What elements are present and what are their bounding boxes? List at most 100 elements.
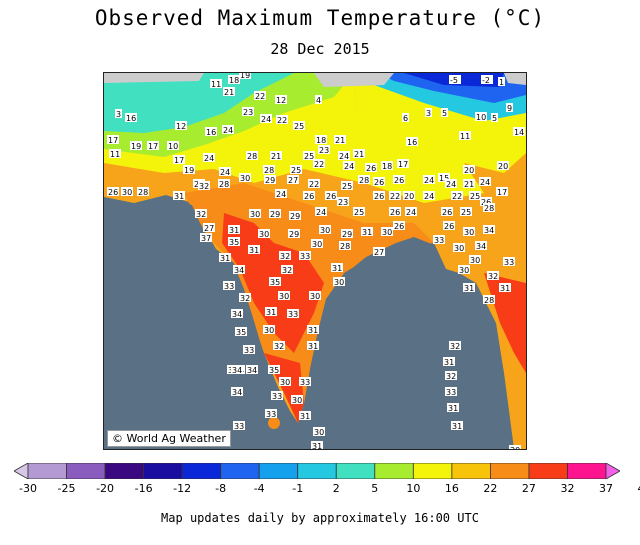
scale-segment <box>181 463 222 479</box>
station-temperature: 5 <box>492 114 497 123</box>
station-label-bg <box>361 227 373 236</box>
station-label-bg <box>218 179 230 188</box>
station-temperature: 30 <box>459 266 469 275</box>
map-title: Observed Maximum Temperature (°C) <box>94 6 546 30</box>
station-temperature: 33 <box>300 378 310 387</box>
station-label-bg <box>506 103 513 112</box>
station-temperature: 23 <box>338 198 348 207</box>
station-label-bg <box>219 253 231 262</box>
station-temperature: 30 <box>240 174 250 183</box>
station-label-bg <box>381 227 393 236</box>
station-label-bg <box>406 137 418 146</box>
scale-segment <box>66 463 106 479</box>
map-date: 28 Dec 2015 <box>270 40 370 58</box>
station-label-bg <box>405 207 417 216</box>
station-temperature: 3 <box>116 110 121 119</box>
station-temperature: 28 <box>340 242 350 251</box>
station-temperature: 31 <box>174 192 184 201</box>
station-temperature: 19 <box>240 73 250 80</box>
scale-segment <box>335 463 376 479</box>
station-temperature: 24 <box>406 208 416 217</box>
station-label-bg <box>263 325 275 334</box>
station-label-bg <box>287 175 299 184</box>
station-temperature: 22 <box>314 160 324 169</box>
station-temperature: 17 <box>398 160 408 169</box>
station-temperature: 31 <box>300 412 310 421</box>
scale-tick-label: -20 <box>96 482 115 495</box>
station-label-bg <box>339 241 351 250</box>
scale-tick-label: -12 <box>173 482 192 495</box>
station-temperature: 12 <box>176 122 186 131</box>
station-temperature: 27 <box>288 176 298 185</box>
station-label-bg <box>463 165 475 174</box>
station-label-bg <box>463 227 475 236</box>
station-label-bg <box>341 229 353 238</box>
station-temperature: 30 <box>122 188 132 197</box>
station-label-bg <box>265 409 277 418</box>
station-temperature: 31 <box>500 284 510 293</box>
station-temperature: 17 <box>108 136 118 145</box>
station-label-bg <box>441 207 453 216</box>
station-label-bg <box>233 265 245 274</box>
station-temperature: 29 <box>342 230 352 239</box>
station-label-bg <box>451 421 463 430</box>
station-label-bg <box>223 87 235 96</box>
station-temperature: 33 <box>504 258 514 267</box>
station-label-bg <box>273 341 285 350</box>
scale-segment <box>297 463 337 479</box>
station-temperature: 22 <box>309 180 319 189</box>
station-label-bg <box>389 207 401 216</box>
station-label-bg <box>433 235 445 244</box>
scale-tick-label: -16 <box>134 482 153 495</box>
station-temperature: 34 <box>232 366 242 375</box>
station-label-bg <box>299 251 311 260</box>
station-label-bg <box>228 75 240 84</box>
station-temperature: 30 <box>310 292 320 301</box>
station-temperature: 21 <box>224 88 234 97</box>
station-label-bg <box>443 221 455 230</box>
station-label-bg <box>228 237 240 246</box>
station-label-bg <box>115 109 122 118</box>
station-label-bg <box>299 411 311 420</box>
station-temperature: 33 <box>234 422 244 431</box>
station-temperature: 1 <box>499 78 504 87</box>
station-label-bg <box>358 175 370 184</box>
station-temperature: 18 <box>382 162 392 171</box>
station-label-bg <box>496 187 508 196</box>
credit-text: World Ag Weather <box>126 432 226 445</box>
station-label-bg <box>239 173 251 182</box>
station-temperature: 25 <box>294 122 304 131</box>
station-label-bg <box>279 377 291 386</box>
station-temperature: 24 <box>261 115 271 124</box>
station-temperature: 31 <box>452 422 462 431</box>
station-label-bg <box>449 75 461 84</box>
station-label-bg <box>293 121 305 130</box>
station-temperature: 29 <box>289 230 299 239</box>
station-label-bg <box>331 263 343 272</box>
scale-tick-label: 5 <box>371 482 379 495</box>
station-label-bg <box>483 203 495 212</box>
station-temperature: 30 <box>454 244 464 253</box>
station-label-bg <box>458 265 470 274</box>
station-temperature: 16 <box>126 114 136 123</box>
station-label-bg <box>353 207 365 216</box>
station-label-bg <box>311 441 323 449</box>
station-temperature: 34 <box>232 310 242 319</box>
station-label-bg <box>269 277 281 286</box>
station-label-bg <box>365 163 377 172</box>
station-label-bg <box>453 243 465 252</box>
station-label-bg <box>270 151 282 160</box>
station-temperature: 24 <box>220 168 230 177</box>
station-label-bg <box>263 165 275 174</box>
station-temperature: 21 <box>335 136 345 145</box>
station-temperature: 17 <box>148 142 158 151</box>
station-label-bg <box>254 91 266 100</box>
station-temperature: 19 <box>184 166 194 175</box>
station-label-bg <box>288 229 300 238</box>
station-label-bg <box>487 271 499 280</box>
station-label-bg <box>423 175 435 184</box>
station-temperature: 30 <box>314 428 324 437</box>
station-temperature: 33 <box>446 388 456 397</box>
station-temperature: 6 <box>403 114 408 123</box>
